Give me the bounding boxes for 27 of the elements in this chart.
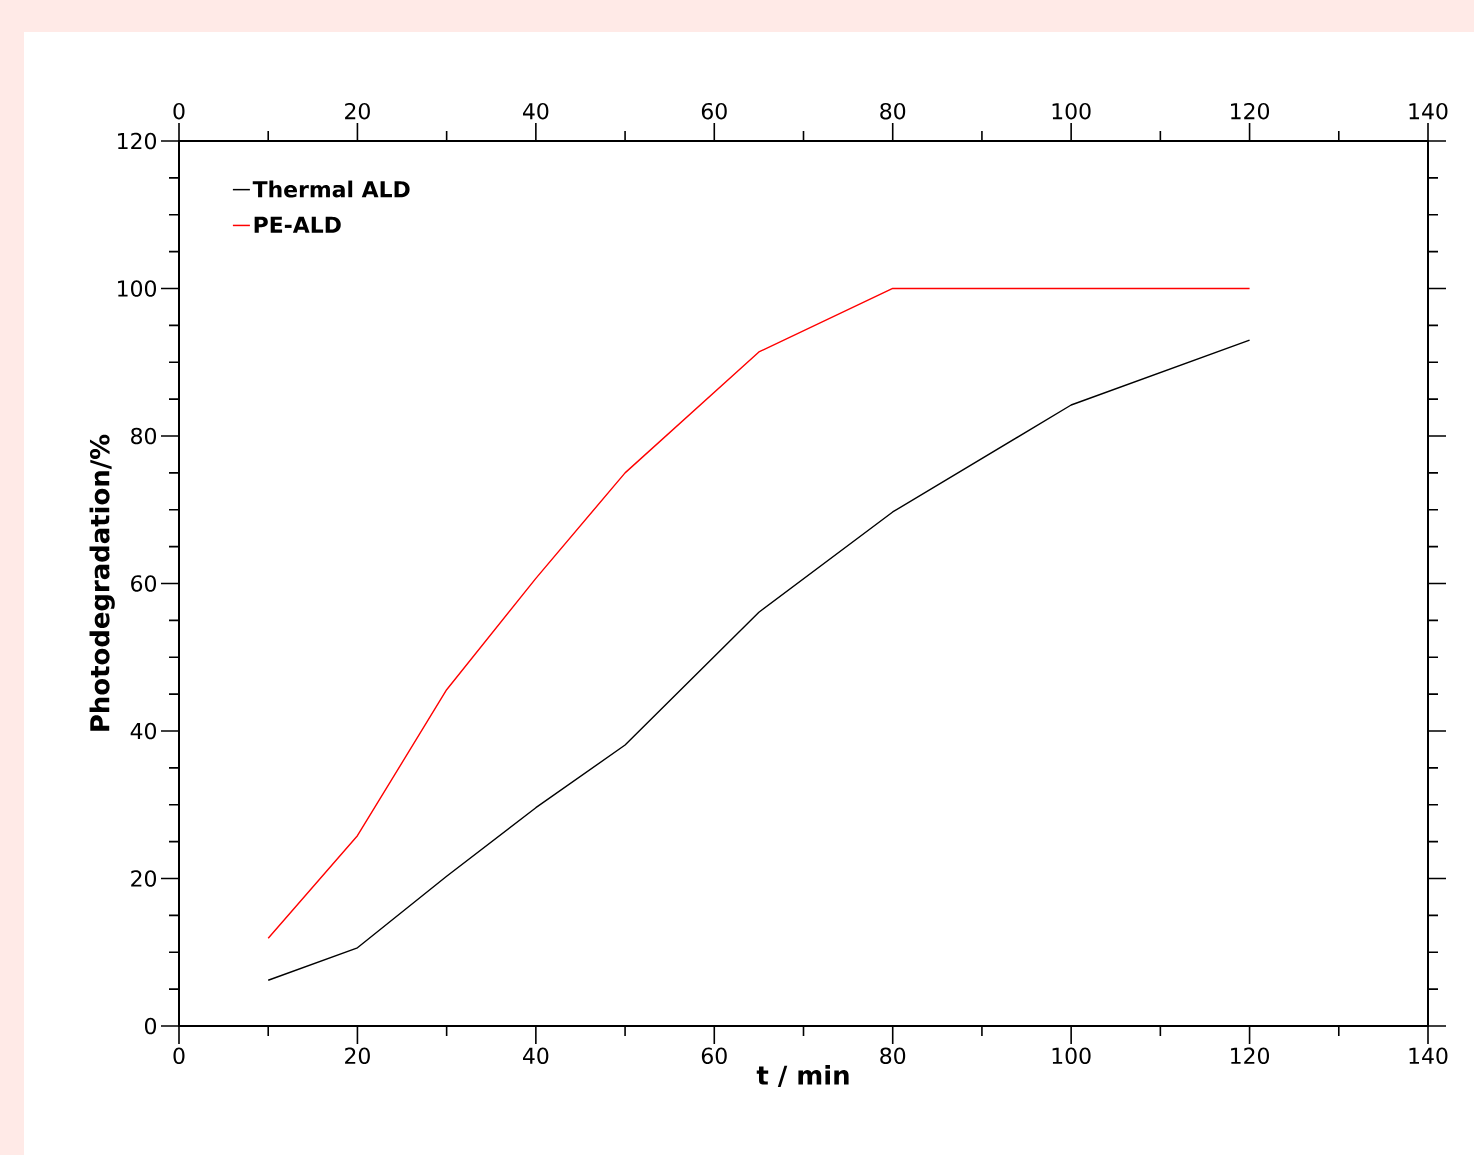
x-tick-label: 140 bbox=[1409, 1047, 1448, 1065]
x-tick-label: 20 bbox=[345, 1047, 370, 1065]
x-tick-label: 0 bbox=[173, 1047, 185, 1065]
y-tick-label: 60 bbox=[131, 575, 157, 592]
x-axis-title: t / min bbox=[756, 1064, 849, 1088]
y-tick-label: 100 bbox=[118, 280, 157, 297]
y-tick-label: 80 bbox=[131, 427, 157, 445]
x2-tick-label: 20 bbox=[345, 102, 370, 120]
x-tick-label: 100 bbox=[1052, 1047, 1091, 1065]
x-tick-label: 120 bbox=[1231, 1047, 1270, 1065]
y-tick-label: 0 bbox=[144, 1017, 157, 1035]
x2-tick-label: 40 bbox=[522, 102, 549, 120]
x2-tick-label: 140 bbox=[1409, 102, 1448, 120]
x2-tick-label: 60 bbox=[701, 102, 727, 120]
x-tick-label: 80 bbox=[880, 1047, 906, 1065]
x2-tick-label: 0 bbox=[173, 102, 185, 120]
x2-tick-label: 80 bbox=[880, 102, 906, 120]
x-tick-label: 60 bbox=[701, 1047, 727, 1065]
y-axis-title: Photodegradation/% bbox=[89, 434, 115, 731]
y-tick-label: 20 bbox=[131, 870, 157, 887]
x2-tick-label: 120 bbox=[1231, 102, 1270, 120]
legend-label: Thermal ALD bbox=[252, 180, 410, 198]
y-tick-label: 40 bbox=[130, 722, 157, 740]
y-tick-label: 120 bbox=[118, 132, 157, 150]
x-tick-label: 40 bbox=[522, 1047, 549, 1065]
x2-tick-label: 100 bbox=[1052, 102, 1091, 120]
legend-label: PE-ALD bbox=[254, 216, 341, 233]
